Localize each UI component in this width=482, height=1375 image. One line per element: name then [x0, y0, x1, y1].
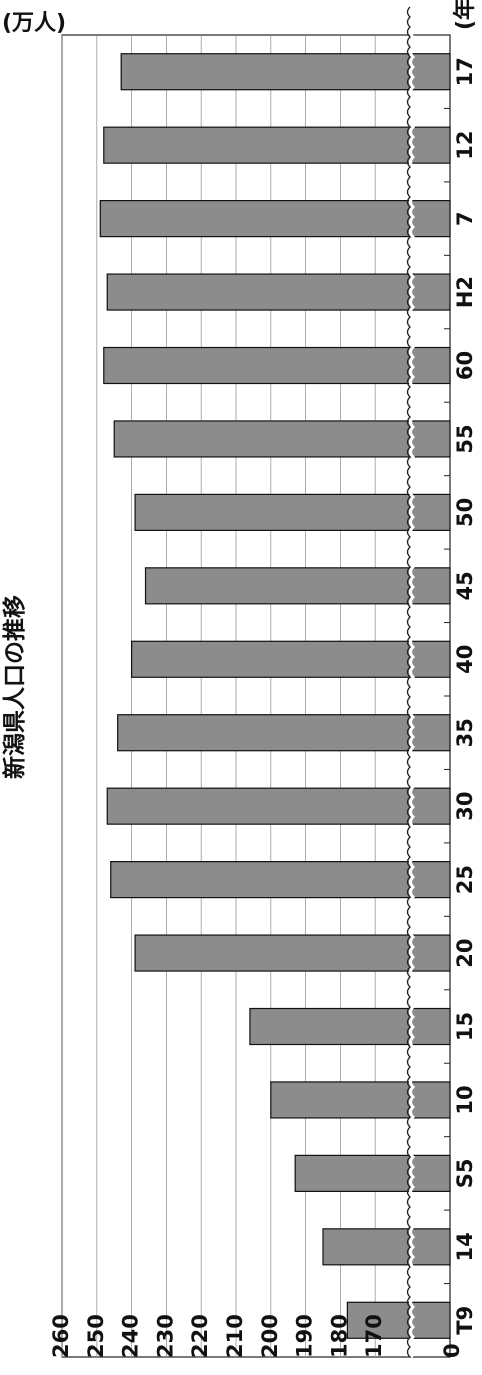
chart-title: 新潟県人口の推移: [1, 595, 28, 779]
category-label: S5: [453, 1159, 477, 1189]
category-unit-label: (年): [452, 0, 478, 30]
bar-H2: [106, 273, 451, 311]
bar-12: [103, 126, 451, 164]
category-label: 15: [453, 1012, 477, 1041]
bar-10: [270, 1081, 451, 1119]
bar-35: [117, 714, 451, 752]
bar-14: [322, 1228, 451, 1266]
bar-50: [134, 493, 451, 531]
bar-55: [113, 420, 451, 458]
category-label: T9: [453, 1306, 477, 1335]
category-label: 20: [453, 938, 477, 967]
bars: [99, 34, 451, 1339]
value-tick-label-220: 220: [188, 1314, 212, 1358]
gridlines: [61, 35, 376, 1357]
category-label: 50: [453, 498, 477, 527]
value-tick-label-190: 190: [293, 1314, 317, 1358]
value-tick-label-230: 230: [153, 1314, 177, 1358]
bar-45: [144, 567, 451, 605]
value-tick-label-200: 200: [258, 1314, 282, 1358]
category-label: 60: [453, 351, 477, 380]
value-tick-label-260: 260: [49, 1314, 73, 1358]
bar-S5: [294, 1154, 451, 1192]
value-tick-label-250: 250: [84, 1314, 108, 1358]
bar-7: [99, 200, 451, 238]
bar-T9: [346, 1301, 451, 1339]
category-label: 10: [453, 1085, 477, 1114]
category-label: 7: [453, 211, 477, 226]
axis-break: [406, 6, 411, 1358]
bar-60: [103, 346, 451, 385]
value-tick-label-0: 0: [440, 1343, 464, 1358]
bar-20: [134, 934, 451, 972]
bar-25: [110, 861, 451, 899]
value-tick-label-180: 180: [327, 1314, 351, 1358]
category-label: 30: [453, 792, 477, 821]
category-label: 12: [453, 131, 477, 160]
category-label: 17: [453, 57, 477, 86]
axis-break-gap: [409, 5, 416, 1359]
category-labels: T9 14 S5 10 15 20 25 30 35 40 45 50 55 60 H2 7 12 17: [453, 57, 477, 1335]
bar-17: [120, 53, 451, 91]
value-tick-label-210: 210: [223, 1314, 247, 1358]
category-label: 35: [453, 718, 477, 747]
category-label: H2: [453, 276, 477, 308]
value-tick-label-170: 170: [362, 1314, 386, 1358]
bar-40: [131, 640, 451, 678]
category-label: 55: [453, 424, 477, 453]
value-tick-labels: 0 170 180 190 200 210 220 230 240 250 260: [49, 1314, 464, 1358]
value-unit-label: (万人): [2, 11, 66, 36]
category-label: 25: [453, 865, 477, 894]
value-tick-label-240: 240: [119, 1314, 143, 1358]
bar-15: [249, 1007, 451, 1046]
category-label: 14: [453, 1232, 477, 1261]
category-label: 40: [453, 645, 477, 674]
category-label: 45: [453, 571, 477, 600]
bar-30: [106, 787, 451, 825]
